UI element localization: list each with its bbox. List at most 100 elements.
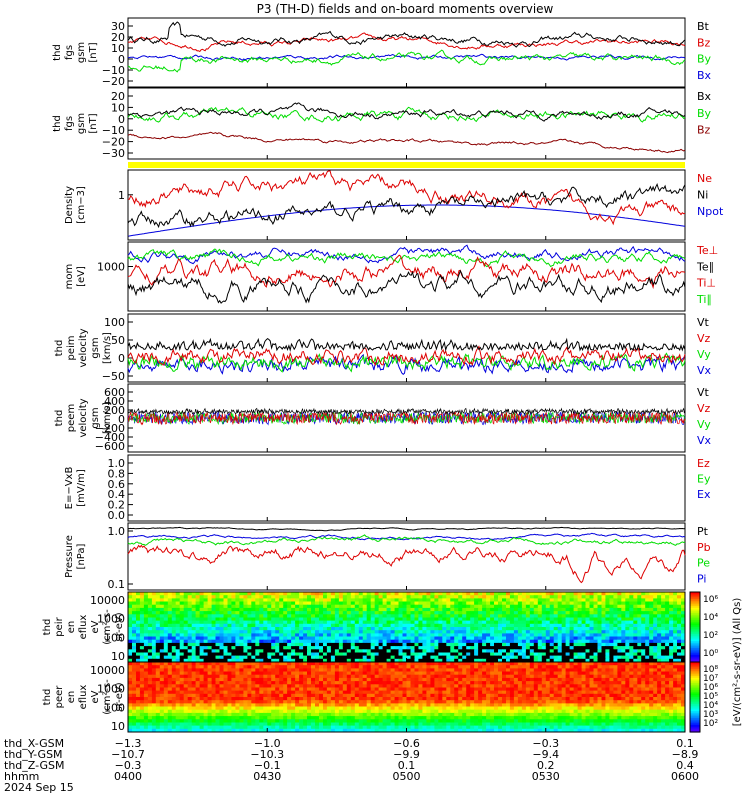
heatmap-cell [307, 684, 312, 688]
heatmap-cell [645, 620, 650, 625]
heatmap-cell [315, 646, 320, 650]
panel-frame [127, 87, 686, 160]
heatmap-cell [175, 630, 181, 634]
heatmap-cell [482, 677, 487, 682]
heatmap-cell [410, 627, 415, 631]
heatmap-cell [139, 665, 145, 669]
heatmap-cell [454, 697, 459, 701]
heatmap-cell [410, 684, 415, 688]
heatmap-cell [311, 604, 316, 609]
heatmap-cell [390, 627, 396, 631]
heatmap-cell [299, 690, 304, 695]
heatmap-cell [211, 649, 217, 653]
heatmap-cell [128, 607, 133, 612]
heatmap-cell [498, 642, 503, 647]
heatmap-cell [287, 592, 292, 596]
heatmap-cell [223, 649, 228, 653]
heatmap-cell [299, 665, 304, 669]
heatmap-cell [486, 636, 491, 641]
heatmap-cell [466, 639, 471, 644]
y-tick-label: 0.8 [108, 467, 126, 480]
heatmap-cell [653, 671, 658, 676]
heatmap-cell [426, 611, 431, 615]
heatmap-cell [374, 592, 380, 596]
heatmap-cell [163, 623, 169, 628]
heatmap-cell [271, 636, 276, 641]
heatmap-cell [605, 693, 610, 698]
heatmap-cell [299, 623, 304, 628]
heatmap-cell [577, 617, 583, 622]
heatmap-cell [136, 674, 141, 679]
heatmap-cell [410, 639, 415, 644]
heatmap-cell [645, 633, 650, 638]
heatmap-cell [255, 630, 260, 634]
heatmap-cell [219, 674, 224, 679]
heatmap-cell [605, 598, 610, 603]
heatmap-cell [330, 642, 336, 647]
heatmap-cell [474, 697, 479, 701]
heatmap-cell [669, 658, 674, 663]
heatmap-cell [569, 677, 575, 682]
y-tick-label: 10000 [90, 664, 125, 677]
heatmap-cell [549, 693, 555, 698]
heatmap-cell [502, 662, 507, 666]
heatmap-cell [434, 642, 439, 647]
heatmap-cell [402, 674, 407, 679]
heatmap-cell [581, 604, 587, 609]
heatmap-cell [136, 639, 141, 644]
heatmap-cell [215, 665, 220, 669]
heatmap-cell [597, 636, 602, 641]
heatmap-cell [649, 677, 654, 682]
heatmap-cell [155, 671, 161, 676]
heatmap-cell [418, 684, 423, 688]
heatmap-cell [517, 646, 523, 650]
heatmap-cell [621, 617, 626, 622]
heatmap-cell [203, 639, 209, 644]
heatmap-cell [191, 677, 197, 682]
heatmap-cell [211, 607, 217, 612]
heatmap-cell [187, 690, 193, 695]
heatmap-cell [271, 693, 276, 698]
heatmap-cell [418, 607, 423, 612]
heatmap-cell [378, 655, 384, 660]
heatmap-cell [295, 636, 300, 641]
heatmap-cell [259, 630, 264, 634]
heatmap-cell [159, 633, 165, 638]
heatmap-cell [430, 592, 435, 596]
heatmap-cell [494, 642, 499, 647]
heatmap-cell [517, 642, 523, 647]
heatmap-cell [513, 630, 519, 634]
heatmap-cell [633, 601, 638, 606]
heatmap-cell [223, 652, 228, 657]
heatmap-cell [494, 690, 499, 695]
heatmap-cell [513, 646, 519, 650]
heatmap-cell [303, 671, 308, 676]
heatmap-cell [259, 649, 264, 653]
heatmap-cell [239, 649, 244, 653]
heatmap-cell [390, 607, 396, 612]
heatmap-cell [374, 630, 380, 634]
heatmap-cell [609, 690, 614, 695]
heatmap-cell [474, 630, 479, 634]
heatmap-cell [609, 687, 614, 692]
heatmap-cell [267, 607, 272, 612]
heatmap-cell [653, 687, 658, 692]
heatmap-cell [422, 671, 427, 676]
heatmap-cell [199, 690, 205, 695]
heatmap-cell [454, 646, 459, 650]
heatmap-cell [629, 630, 634, 634]
heatmap-cell [402, 595, 407, 599]
heatmap-cell [577, 674, 583, 679]
heatmap-cell [283, 627, 288, 631]
heatmap-cell [319, 607, 324, 612]
heatmap-cell [593, 636, 598, 641]
heatmap-cell [334, 620, 340, 625]
heatmap-cell [430, 642, 435, 647]
heatmap-cell [597, 598, 602, 603]
heatmap-cell [128, 617, 133, 622]
heatmap-cell [215, 633, 220, 638]
heatmap-cell [581, 607, 587, 612]
heatmap-cell [267, 592, 272, 596]
heatmap-cell [354, 649, 360, 653]
heatmap-cell [482, 658, 487, 663]
